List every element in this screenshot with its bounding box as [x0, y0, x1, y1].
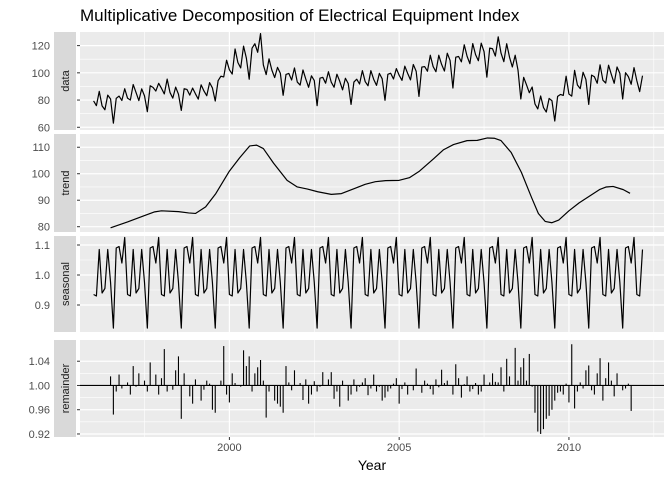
series-line-trend [110, 137, 631, 229]
y-tick-label: 100 [32, 169, 50, 181]
y-tick-label: 1.04 [29, 356, 50, 368]
panel-data: data 60 80 100 120 [32, 32, 664, 134]
y-tick-label: 1.00 [29, 380, 50, 392]
y-tick-label: 120 [32, 41, 50, 53]
panel-seasonal: seasonal 0.9 1.0 1.1 [35, 236, 664, 332]
y-tick-label: 0.92 [29, 429, 50, 441]
chart-title: Multiplicative Decomposition of Electric… [80, 6, 520, 25]
y-tick-label: 110 [32, 142, 50, 154]
series-line-seasonal [93, 236, 644, 329]
strip-label-remainder: remainder [60, 363, 72, 413]
x-axis-title: Year [358, 457, 387, 473]
strip-data [54, 32, 76, 130]
strip-remainder [54, 340, 76, 437]
y-tick-label: 80 [38, 95, 50, 107]
strip-label-seasonal: seasonal [60, 262, 72, 306]
strip-label-data: data [60, 69, 72, 91]
y-tick-label: 100 [32, 68, 50, 80]
strip-label-trend: trend [60, 170, 72, 195]
panel-trend: trend 80 90 100 110 [32, 134, 664, 234]
x-tick-label: 2010 [557, 442, 581, 454]
strip-trend [54, 134, 76, 232]
y-tick-label: 90 [38, 195, 50, 207]
y-tick-label: 0.9 [35, 300, 50, 312]
panel-background [80, 340, 664, 437]
y-tick-label: 60 [38, 122, 50, 134]
x-tick-label: 2000 [217, 442, 241, 454]
x-tick-label: 2005 [387, 442, 411, 454]
series-line-data [93, 33, 644, 124]
y-tick-label: 1.0 [35, 270, 50, 282]
y-tick-label: 1.1 [35, 240, 50, 252]
strip-seasonal [54, 236, 76, 332]
y-tick-label: 0.96 [29, 405, 50, 417]
panel-remainder: remainder 0.92 0.96 1.00 1.04 [29, 340, 664, 441]
y-tick-label: 80 [38, 222, 50, 234]
